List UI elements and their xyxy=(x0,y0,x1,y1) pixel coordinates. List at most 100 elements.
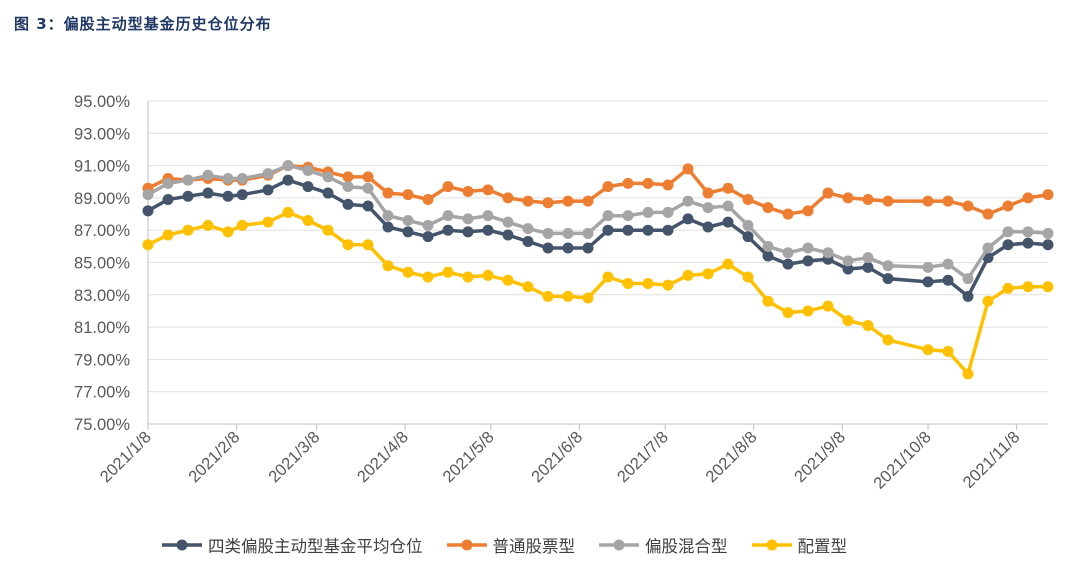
legend-label: 普通股票型 xyxy=(492,537,576,556)
data-point xyxy=(782,247,794,259)
data-point xyxy=(802,255,814,267)
data-point xyxy=(362,182,374,194)
data-point xyxy=(502,274,514,286)
x-tick-label: 2021/5/8 xyxy=(440,428,498,486)
data-point xyxy=(1022,237,1034,249)
data-point xyxy=(722,182,734,194)
y-tick-label: 77.00% xyxy=(74,384,130,402)
data-point xyxy=(982,242,994,254)
data-point xyxy=(582,242,594,254)
data-point xyxy=(302,164,314,176)
data-point xyxy=(802,205,814,217)
data-point xyxy=(922,261,934,273)
data-point xyxy=(342,239,354,251)
data-point xyxy=(202,187,214,199)
x-tick-label: 2021/3/8 xyxy=(265,428,323,486)
data-point xyxy=(1042,189,1054,201)
data-point xyxy=(482,269,494,281)
data-point xyxy=(1022,281,1034,293)
data-point xyxy=(262,216,274,228)
data-point xyxy=(642,206,654,218)
data-point xyxy=(522,236,534,248)
data-point xyxy=(682,163,694,175)
legend-item-alloc: 配置型 xyxy=(750,533,848,557)
data-point xyxy=(682,213,694,225)
data-point xyxy=(862,252,874,264)
data-point xyxy=(842,315,854,327)
data-point xyxy=(182,224,194,236)
series-layer xyxy=(142,160,1054,380)
data-point xyxy=(442,224,454,236)
data-point xyxy=(882,195,894,207)
data-point xyxy=(942,258,954,270)
data-point xyxy=(662,224,674,236)
y-tick-label: 89.00% xyxy=(74,190,130,208)
data-point xyxy=(1002,282,1014,294)
data-point xyxy=(862,261,874,273)
data-point xyxy=(782,208,794,220)
data-point xyxy=(322,171,334,183)
data-point xyxy=(142,239,154,251)
data-point xyxy=(382,187,394,199)
data-point xyxy=(262,184,274,196)
data-point xyxy=(342,181,354,193)
data-point xyxy=(682,195,694,207)
data-point xyxy=(142,189,154,201)
data-point xyxy=(742,194,754,206)
data-point xyxy=(342,198,354,210)
grid-layer xyxy=(148,100,1048,393)
y-tick-label: 85.00% xyxy=(74,255,130,273)
data-point xyxy=(1022,226,1034,238)
x-tick-label: 2021/7/8 xyxy=(614,428,672,486)
y-tick-label: 91.00% xyxy=(74,158,130,176)
data-point xyxy=(222,226,234,238)
data-point xyxy=(762,250,774,262)
data-point xyxy=(562,227,574,239)
legend-swatch xyxy=(446,539,487,551)
data-point xyxy=(462,213,474,225)
data-point xyxy=(702,221,714,233)
data-point xyxy=(602,181,614,193)
data-point xyxy=(236,219,248,231)
data-point xyxy=(602,271,614,283)
data-point xyxy=(182,190,194,202)
data-point xyxy=(1042,227,1054,239)
data-point xyxy=(622,277,634,289)
data-point xyxy=(362,239,374,251)
data-point xyxy=(462,226,474,238)
data-point xyxy=(1042,281,1054,293)
data-point xyxy=(782,258,794,270)
data-point xyxy=(1002,226,1014,238)
data-point xyxy=(622,224,634,236)
data-point xyxy=(462,271,474,283)
data-point xyxy=(622,177,634,189)
data-point xyxy=(562,242,574,254)
legend: 四类偏股主动型基金平均仓位 普通股票型 偏股混合型 配置型 xyxy=(160,533,847,557)
data-point xyxy=(562,195,574,207)
data-point xyxy=(282,206,294,218)
data-point xyxy=(382,210,394,222)
data-point xyxy=(962,368,974,380)
data-point xyxy=(282,174,294,186)
data-point xyxy=(922,344,934,356)
data-point xyxy=(982,295,994,307)
data-point xyxy=(842,255,854,267)
data-point xyxy=(822,187,834,199)
data-point xyxy=(742,271,754,283)
legend-swatch xyxy=(751,539,792,551)
data-point xyxy=(802,242,814,254)
legend-item-avg: 四类偏股主动型基金平均仓位 xyxy=(160,533,423,557)
legend-label: 配置型 xyxy=(797,537,848,556)
data-point xyxy=(236,189,248,201)
data-point xyxy=(442,181,454,193)
data-point xyxy=(1002,200,1014,212)
data-point xyxy=(642,277,654,289)
series-avg xyxy=(142,174,1054,302)
data-point xyxy=(642,224,654,236)
data-point xyxy=(582,292,594,304)
data-point xyxy=(422,271,434,283)
y-tick-label: 75.00% xyxy=(74,416,130,434)
y-tick-label: 93.00% xyxy=(74,125,130,143)
data-point xyxy=(682,269,694,281)
legend-swatch xyxy=(162,539,202,551)
